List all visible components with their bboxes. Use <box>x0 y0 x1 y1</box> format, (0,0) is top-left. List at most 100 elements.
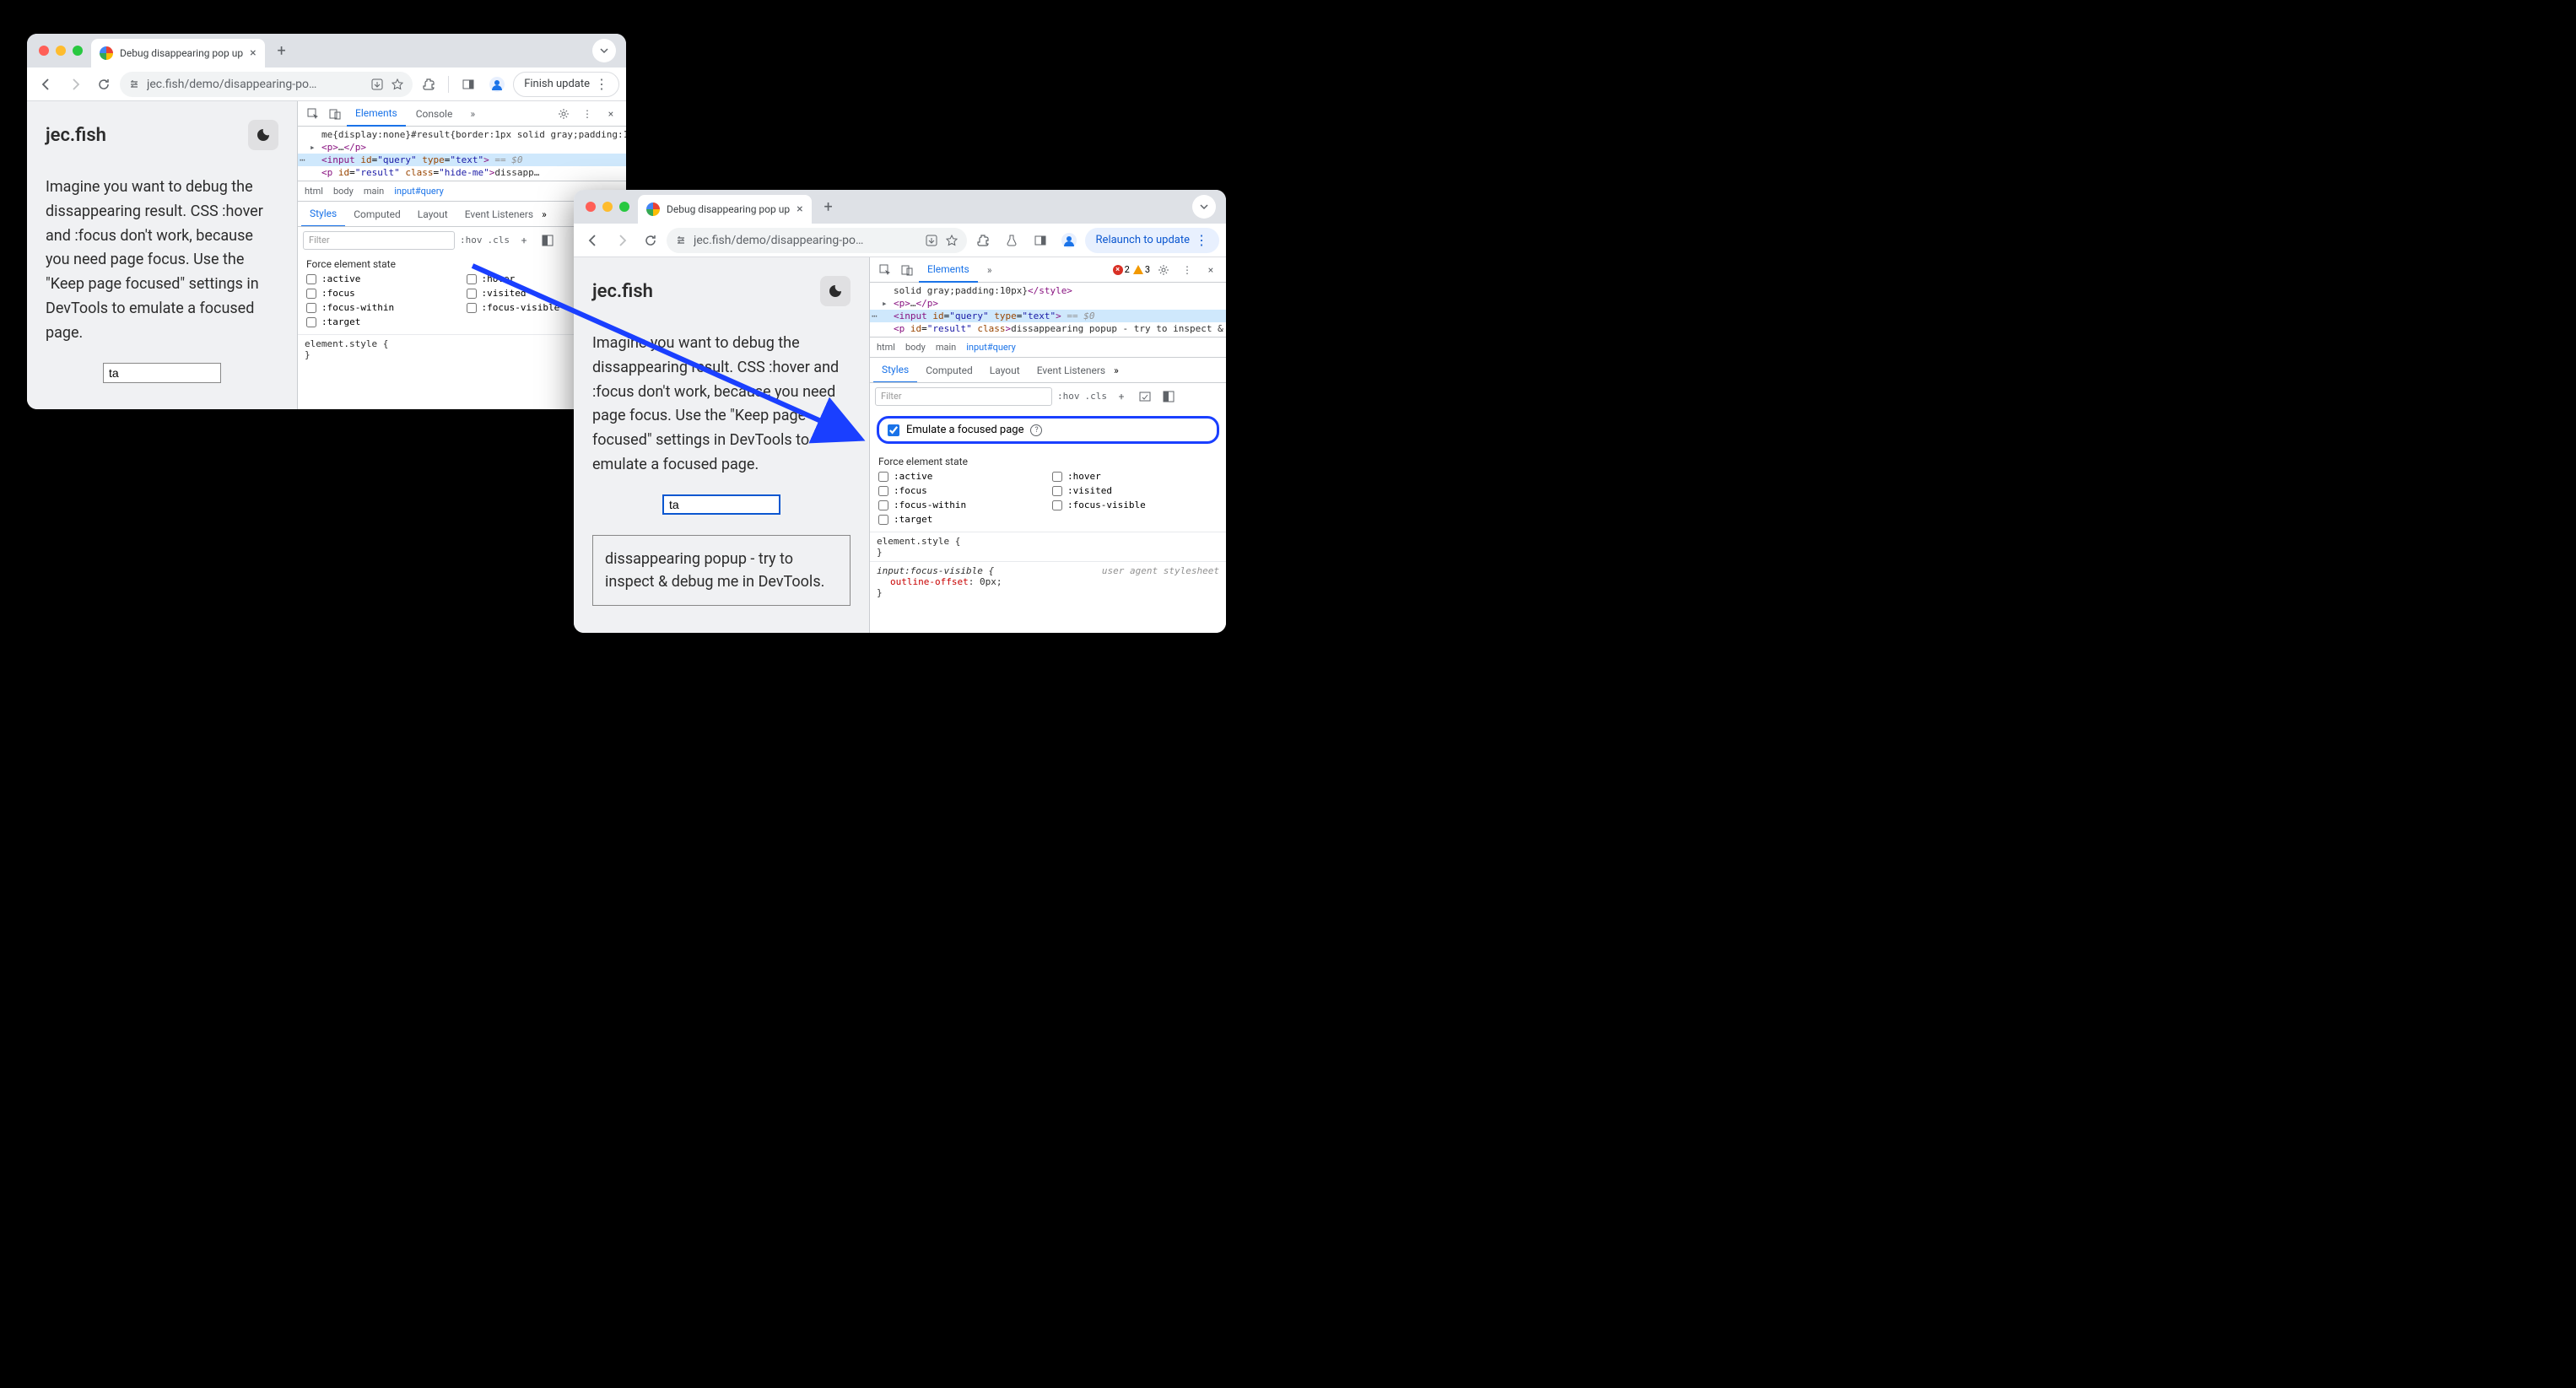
bookmark-icon[interactable] <box>945 234 959 247</box>
expand-icon[interactable]: ▸ <box>882 298 888 309</box>
labs-button[interactable] <box>999 228 1024 253</box>
elements-tree[interactable]: me{display:none}#result{border:1px solid… <box>298 127 626 181</box>
bookmark-icon[interactable] <box>391 78 404 91</box>
extensions-button[interactable] <box>416 72 441 97</box>
computed-tab[interactable]: Computed <box>917 358 981 383</box>
new-style-rule-icon[interactable]: + <box>515 235 533 246</box>
kebab-icon[interactable]: ⋮ <box>577 108 597 120</box>
crumb-selected[interactable]: input#query <box>394 186 444 197</box>
more-tabs-icon[interactable]: » <box>980 264 1000 276</box>
rendering-icon[interactable] <box>1136 391 1154 402</box>
settings-icon[interactable] <box>1153 264 1174 276</box>
browser-tab[interactable]: Debug disappearing pop up × <box>91 39 265 68</box>
new-tab-button[interactable]: + <box>270 39 294 62</box>
hov-toggle[interactable]: :hov <box>460 235 483 246</box>
more-tabs-icon[interactable]: » <box>462 108 483 120</box>
back-button[interactable] <box>581 228 606 253</box>
dark-mode-button[interactable] <box>248 120 278 150</box>
crumb-body[interactable]: body <box>905 342 926 353</box>
emulate-focused-checkbox[interactable] <box>888 424 899 436</box>
selected-element-row[interactable]: ⋯<input id="query" type="text"> == $0 <box>298 154 626 166</box>
close-tab-icon[interactable]: × <box>797 203 802 216</box>
more-subtabs-icon[interactable]: » <box>542 208 547 220</box>
cls-toggle[interactable]: .cls <box>488 235 510 246</box>
styles-tab[interactable]: Styles <box>301 202 345 227</box>
elements-tree[interactable]: solid gray;padding:10px}</style> ▸<p>…</… <box>870 283 1226 337</box>
state-focus-within[interactable]: :focus-within <box>306 302 458 313</box>
state-hover[interactable]: :hover <box>1052 471 1218 482</box>
selected-element-row[interactable]: ⋯<input id="query" type="text"> == $0 <box>870 310 1226 322</box>
back-button[interactable] <box>34 72 59 97</box>
close-window-icon[interactable] <box>39 46 49 56</box>
device-toolbar-icon[interactable] <box>897 264 917 276</box>
side-panel-button[interactable] <box>1028 228 1053 253</box>
update-button[interactable]: Relaunch to update ⋮ <box>1085 228 1219 253</box>
maximize-window-icon[interactable] <box>619 202 629 212</box>
extensions-button[interactable] <box>970 228 996 253</box>
crumb-main[interactable]: main <box>364 186 384 197</box>
state-target[interactable]: :target <box>306 316 458 327</box>
elements-tab[interactable]: Elements <box>919 257 978 283</box>
state-active[interactable]: :active <box>306 273 458 284</box>
minimize-window-icon[interactable] <box>56 46 66 56</box>
address-bar[interactable]: jec.fish/demo/disappearing-po… <box>667 228 967 253</box>
new-tab-button[interactable]: + <box>817 195 840 219</box>
layout-tab[interactable]: Layout <box>409 202 456 227</box>
tab-search-button[interactable] <box>1192 195 1216 219</box>
styles-tab[interactable]: Styles <box>873 358 917 383</box>
computed-styles-icon[interactable] <box>538 235 557 246</box>
elements-tab[interactable]: Elements <box>347 101 406 127</box>
kebab-icon[interactable]: ⋮ <box>1177 264 1197 276</box>
filter-input[interactable]: Filter <box>303 231 455 250</box>
hov-toggle[interactable]: :hov <box>1057 391 1080 402</box>
ua-style-rule[interactable]: user agent stylesheet input:focus-visibl… <box>870 561 1226 602</box>
tab-search-button[interactable] <box>592 39 616 62</box>
side-panel-button[interactable] <box>456 72 481 97</box>
state-focus[interactable]: :focus <box>878 485 1044 496</box>
layout-tab[interactable]: Layout <box>981 358 1029 383</box>
close-devtools-icon[interactable]: × <box>1201 264 1221 276</box>
breadcrumb[interactable]: html body main input#query <box>870 337 1226 357</box>
event-listeners-tab[interactable]: Event Listeners <box>456 202 542 227</box>
install-app-icon[interactable] <box>925 234 938 247</box>
computed-tab[interactable]: Computed <box>345 202 409 227</box>
state-focus-within[interactable]: :focus-within <box>878 500 1044 510</box>
settings-icon[interactable] <box>554 108 574 120</box>
profile-button[interactable] <box>1056 228 1082 253</box>
console-tab[interactable]: Console <box>408 101 462 127</box>
reload-button[interactable] <box>91 72 116 97</box>
close-window-icon[interactable] <box>586 202 596 212</box>
state-focus[interactable]: :focus <box>306 288 458 299</box>
filter-input[interactable]: Filter <box>875 387 1052 406</box>
crumb-selected[interactable]: input#query <box>966 342 1016 353</box>
profile-button[interactable] <box>484 72 510 97</box>
new-style-rule-icon[interactable]: + <box>1112 391 1131 402</box>
state-active[interactable]: :active <box>878 471 1044 482</box>
error-badge[interactable]: ×2 <box>1113 264 1130 275</box>
forward-button[interactable] <box>62 72 88 97</box>
device-toolbar-icon[interactable] <box>325 108 345 120</box>
crumb-main[interactable]: main <box>936 342 956 353</box>
close-tab-icon[interactable]: × <box>250 46 256 60</box>
reload-button[interactable] <box>638 228 663 253</box>
install-app-icon[interactable] <box>370 78 384 91</box>
expand-icon[interactable]: ▸ <box>310 142 316 153</box>
inspect-element-icon[interactable] <box>303 108 323 120</box>
query-input[interactable] <box>103 363 221 383</box>
forward-button[interactable] <box>609 228 635 253</box>
dark-mode-button[interactable] <box>820 276 851 306</box>
state-visited[interactable]: :visited <box>1052 485 1218 496</box>
element-style-rule[interactable]: element.style { } <box>870 532 1226 561</box>
maximize-window-icon[interactable] <box>73 46 83 56</box>
close-devtools-icon[interactable]: × <box>601 108 621 120</box>
update-button[interactable]: Finish update ⋮ <box>513 72 619 97</box>
state-focus-visible[interactable]: :focus-visible <box>1052 500 1218 510</box>
warning-badge[interactable]: 3 <box>1133 264 1150 275</box>
more-subtabs-icon[interactable]: » <box>1114 365 1119 376</box>
inspect-element-icon[interactable] <box>875 264 895 276</box>
crumb-html[interactable]: html <box>877 342 895 353</box>
help-icon[interactable]: ? <box>1030 424 1042 436</box>
crumb-html[interactable]: html <box>305 186 323 197</box>
computed-styles-icon[interactable] <box>1159 391 1178 402</box>
address-bar[interactable]: jec.fish/demo/disappearing-po… <box>120 72 413 97</box>
